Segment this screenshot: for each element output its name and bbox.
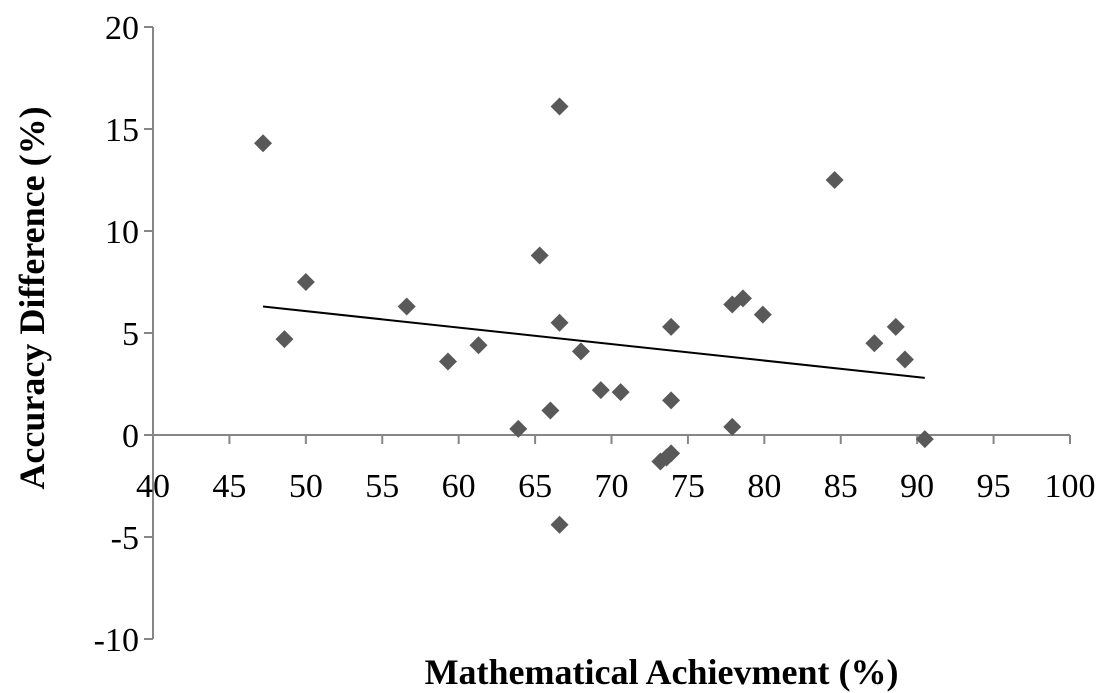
x-tick-label: 75	[671, 468, 705, 505]
data-point	[541, 401, 560, 420]
data-point	[550, 97, 569, 116]
data-point	[723, 417, 742, 436]
data-point	[397, 297, 416, 316]
data-point	[753, 305, 772, 324]
data-point	[865, 334, 884, 353]
data-point	[571, 342, 590, 361]
y-tick-label: 20	[105, 10, 139, 47]
trendline	[262, 305, 925, 379]
x-tick-label: 80	[747, 468, 781, 505]
data-point	[469, 336, 488, 355]
x-tick-label: 85	[824, 468, 858, 505]
x-tick-label: 45	[212, 468, 246, 505]
x-tick-label: 50	[289, 468, 323, 505]
data-point	[530, 246, 549, 265]
data-point	[550, 515, 569, 534]
data-point	[296, 273, 315, 291]
x-tick-label: 40	[136, 468, 170, 505]
x-tick-label: 70	[595, 468, 629, 505]
y-axis-title: Accuracy Difference (%)	[12, 106, 52, 489]
x-tick-label: 60	[442, 468, 476, 505]
data-point	[825, 171, 844, 189]
data-point	[733, 289, 752, 308]
data-point	[438, 352, 457, 371]
x-tick-label: 90	[900, 468, 934, 505]
x-tick-label: 100	[1045, 468, 1096, 505]
data-point	[550, 313, 569, 332]
data-point	[275, 330, 294, 349]
x-tick-label: 95	[977, 468, 1011, 505]
y-tick-label: 5	[122, 316, 139, 353]
points-layer	[254, 97, 934, 534]
x-axis-title: Mathematical Achievment (%)	[425, 652, 899, 692]
y-tick-label: 10	[105, 214, 139, 251]
y-tick-label: -5	[111, 520, 139, 557]
data-point	[662, 444, 681, 463]
data-point	[611, 383, 630, 402]
tick-layer: -10 -5 0 5 10 15 20 40 45 50 55 60 65 70 75 80 85 90 95 100	[94, 10, 1096, 659]
y-tick-label: 15	[105, 112, 139, 149]
data-point	[591, 381, 610, 400]
y-tick-label: -10	[94, 622, 139, 659]
data-point	[509, 419, 528, 438]
y-tick-label: 0	[122, 418, 139, 455]
data-point	[254, 134, 273, 153]
x-tick-label: 55	[365, 468, 399, 505]
data-point	[886, 317, 905, 336]
x-tick-label: 65	[518, 468, 552, 505]
data-point	[662, 391, 681, 410]
data-point	[915, 430, 934, 449]
data-point	[895, 350, 914, 369]
axes-layer	[152, 27, 1070, 639]
trendline-layer	[262, 305, 925, 379]
data-point	[662, 317, 681, 336]
